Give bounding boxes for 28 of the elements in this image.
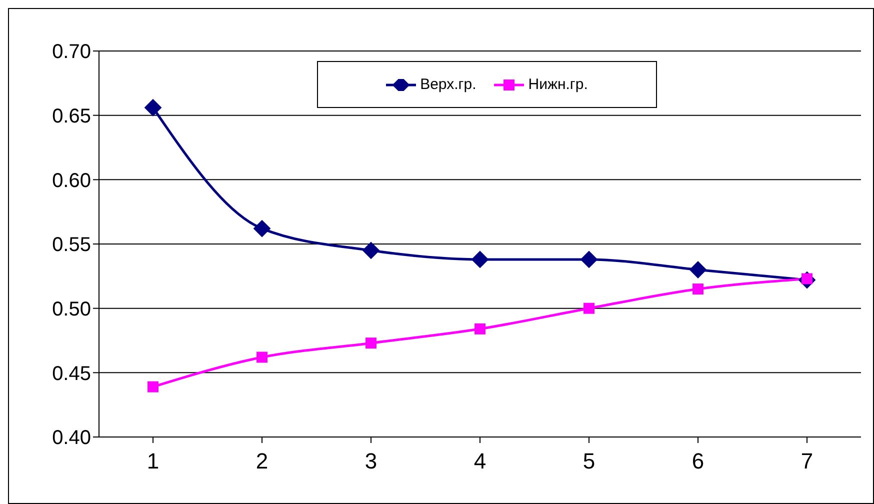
y-tick-label: 0.55 — [52, 234, 91, 256]
y-tick-label: 0.50 — [52, 298, 91, 320]
point — [254, 220, 270, 238]
point — [472, 250, 488, 268]
point — [474, 323, 486, 334]
x-tick-label: 1 — [146, 448, 160, 474]
y-tick-label: 0.70 — [52, 41, 91, 64]
point — [362, 242, 380, 259]
legend-label: Верх.гр. — [419, 76, 476, 93]
point — [692, 284, 704, 295]
y-tick-label: 0.60 — [52, 170, 91, 192]
x-tick-label: 4 — [474, 448, 486, 474]
point — [256, 352, 268, 363]
legend-label: Нижн.гр. — [527, 76, 588, 93]
point — [148, 381, 158, 392]
point — [144, 99, 162, 116]
y-tick-label: 0.40 — [52, 427, 91, 450]
x-tick-label: 7 — [800, 448, 814, 474]
y-tick-label: 0.65 — [52, 105, 91, 128]
point — [584, 302, 594, 314]
x-tick-label: 2 — [256, 448, 268, 474]
y-tick-label: 0.45 — [52, 362, 91, 385]
x-tick-label: 5 — [582, 448, 596, 474]
x-tick-label: 3 — [364, 448, 378, 474]
x-tick-label: 6 — [692, 448, 704, 474]
point — [580, 250, 598, 268]
point — [690, 261, 706, 278]
point — [366, 338, 376, 349]
